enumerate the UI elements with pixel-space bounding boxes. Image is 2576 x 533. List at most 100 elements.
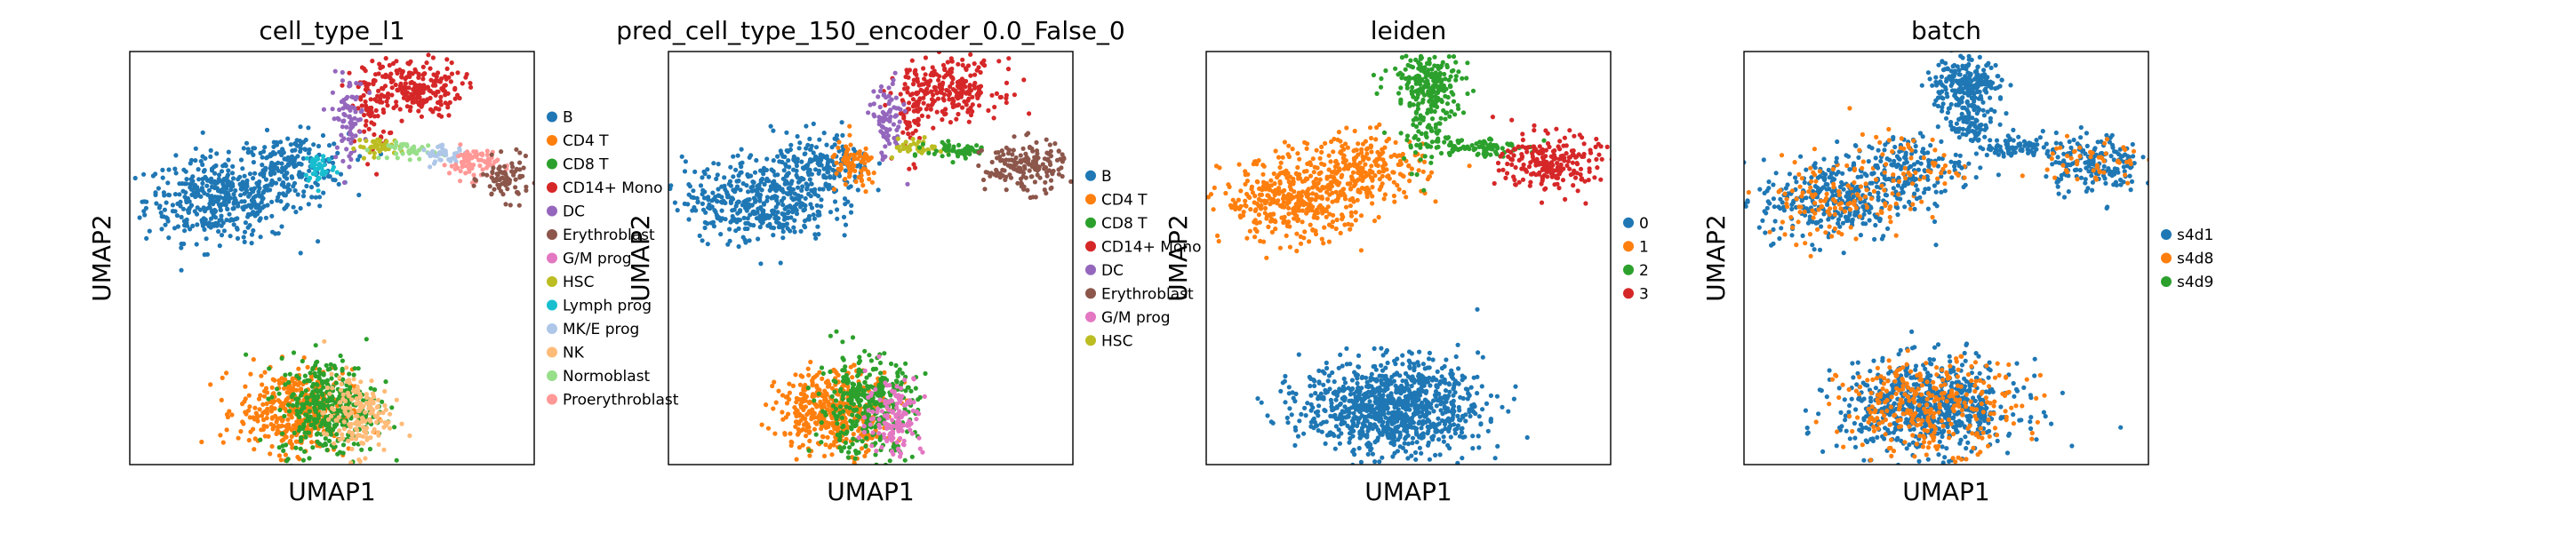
data-point <box>468 81 473 86</box>
data-point <box>381 425 387 430</box>
data-point <box>814 155 820 161</box>
data-point <box>1048 186 1053 191</box>
data-point <box>296 428 301 434</box>
data-point <box>845 455 852 460</box>
data-point <box>915 79 920 84</box>
data-point <box>247 171 252 177</box>
data-point <box>348 116 354 123</box>
data-point <box>440 142 445 147</box>
data-point <box>700 191 705 197</box>
data-point <box>877 88 884 94</box>
data-point <box>755 192 760 197</box>
data-point <box>365 162 371 167</box>
data-point <box>372 131 377 138</box>
data-point <box>842 445 847 450</box>
data-point <box>344 124 349 130</box>
data-point <box>910 97 916 102</box>
data-point <box>231 222 236 227</box>
data-point <box>357 154 363 159</box>
data-point <box>972 83 977 88</box>
data-point <box>812 426 818 432</box>
data-point <box>364 437 370 442</box>
data-point <box>1372 219 1378 224</box>
data-point <box>419 114 424 119</box>
data-point <box>251 227 256 234</box>
data-point <box>787 203 792 209</box>
data-point <box>1338 230 1343 235</box>
data-point <box>1306 202 1311 207</box>
data-point <box>394 457 399 463</box>
data-point <box>372 387 378 393</box>
data-point <box>179 245 184 251</box>
data-point <box>307 430 312 435</box>
data-point <box>833 379 838 385</box>
data-point <box>342 102 348 107</box>
data-point <box>356 366 361 371</box>
data-point <box>1262 198 1268 203</box>
data-point <box>224 370 229 376</box>
data-point <box>399 421 404 426</box>
data-point <box>775 154 780 159</box>
data-point <box>715 172 720 178</box>
data-point <box>915 409 920 415</box>
data-point <box>929 89 934 94</box>
data-point <box>200 130 205 135</box>
data-point <box>434 106 439 111</box>
data-point <box>815 212 820 218</box>
data-point <box>921 66 926 71</box>
data-point <box>514 147 519 152</box>
data-point <box>376 155 381 161</box>
data-point <box>353 389 358 394</box>
data-point <box>208 216 214 221</box>
data-point <box>358 406 364 411</box>
data-point <box>273 180 279 186</box>
data-point <box>861 415 868 420</box>
data-point <box>1247 228 1252 234</box>
data-point <box>443 92 448 98</box>
data-point <box>1029 146 1035 151</box>
data-point <box>1384 139 1389 144</box>
data-point <box>249 187 254 192</box>
data-point <box>782 432 788 437</box>
data-point <box>446 171 452 176</box>
data-point <box>276 177 282 182</box>
data-point <box>353 109 358 115</box>
data-point <box>348 140 354 146</box>
data-point <box>523 153 529 159</box>
data-point <box>333 155 339 160</box>
data-point <box>227 211 232 217</box>
data-point <box>873 386 878 392</box>
data-point <box>898 450 904 457</box>
data-point <box>303 388 308 394</box>
data-point <box>301 189 307 195</box>
data-point <box>725 242 731 247</box>
data-point <box>164 215 169 220</box>
data-point <box>1304 192 1309 197</box>
data-point <box>946 139 951 144</box>
data-point <box>217 243 222 249</box>
data-point <box>790 210 796 215</box>
data-point <box>273 231 278 236</box>
data-point <box>801 166 806 171</box>
data-point <box>317 442 323 447</box>
data-point <box>788 228 793 234</box>
data-point <box>896 144 901 150</box>
data-point <box>950 99 956 106</box>
data-point <box>686 217 692 222</box>
data-point <box>1226 182 1231 187</box>
data-point <box>198 158 204 164</box>
data-point <box>1183 179 1188 184</box>
data-point <box>325 417 332 422</box>
data-point <box>900 146 907 152</box>
data-point <box>850 412 855 418</box>
data-point <box>369 144 374 149</box>
data-point <box>500 181 505 187</box>
data-point <box>883 154 888 159</box>
data-point <box>524 184 529 189</box>
data-point <box>480 152 485 158</box>
data-point <box>852 168 858 173</box>
data-point <box>372 72 379 77</box>
data-point <box>1029 162 1035 167</box>
data-point <box>240 205 245 211</box>
data-point <box>797 140 803 146</box>
